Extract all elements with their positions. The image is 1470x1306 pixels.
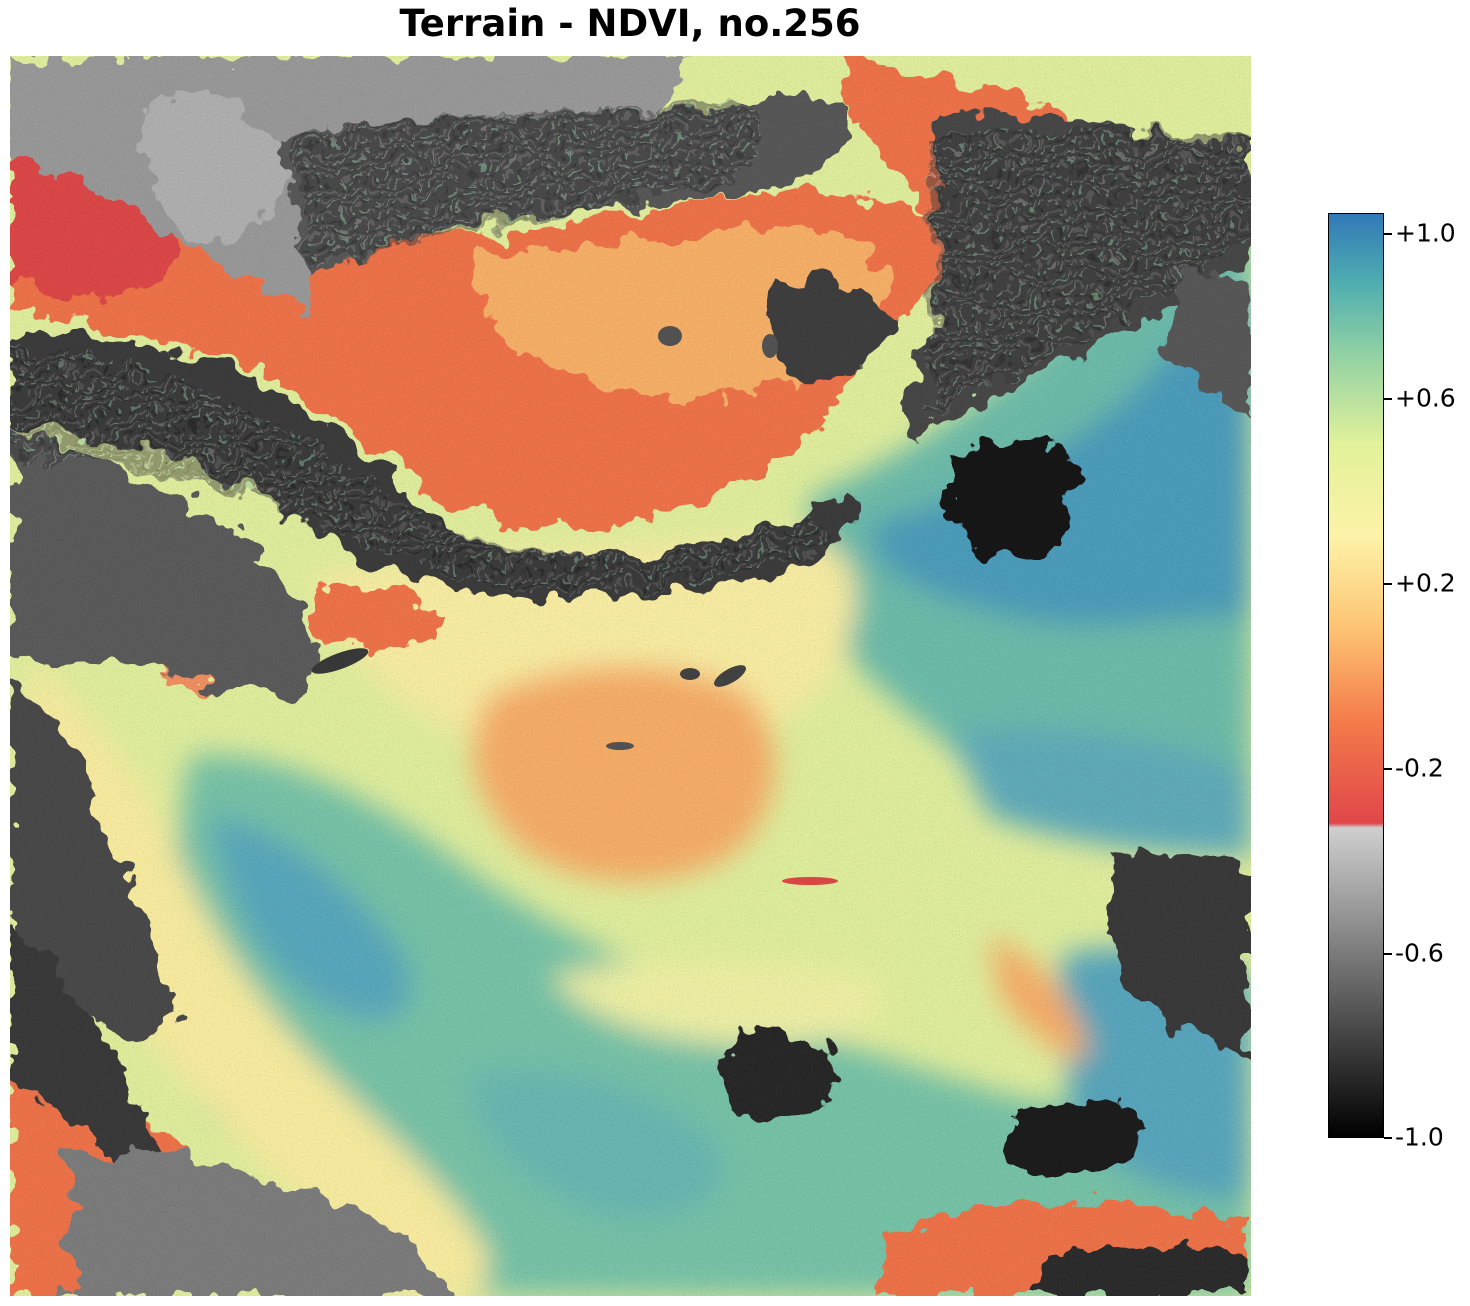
colorbar bbox=[1328, 213, 1384, 1138]
colorbar-tick bbox=[1384, 233, 1392, 235]
colorbar-tick-label: +0.2 bbox=[1395, 568, 1456, 598]
island-specks bbox=[311, 326, 838, 885]
colorbar-tick-label: -1.0 bbox=[1395, 1122, 1444, 1152]
colorbar-gradient bbox=[1329, 214, 1383, 1137]
colorbar-tick bbox=[1384, 583, 1392, 585]
colorbar-tick-label: +0.6 bbox=[1395, 383, 1456, 413]
colorbar-tick-label: +1.0 bbox=[1395, 218, 1456, 248]
map-title: Terrain - NDVI, no.256 bbox=[399, 2, 861, 45]
ndvi-raster-image bbox=[10, 56, 1251, 1296]
colorbar-tick bbox=[1384, 953, 1392, 955]
colorbar-tick bbox=[1384, 1137, 1392, 1139]
ndvi-raster-map bbox=[10, 56, 1251, 1296]
colorbar-tick bbox=[1384, 398, 1392, 400]
colorbar-tick bbox=[1384, 768, 1392, 770]
colorbar-tick-label: -0.2 bbox=[1395, 753, 1444, 783]
colorbar-tick-label: -0.6 bbox=[1395, 938, 1444, 968]
